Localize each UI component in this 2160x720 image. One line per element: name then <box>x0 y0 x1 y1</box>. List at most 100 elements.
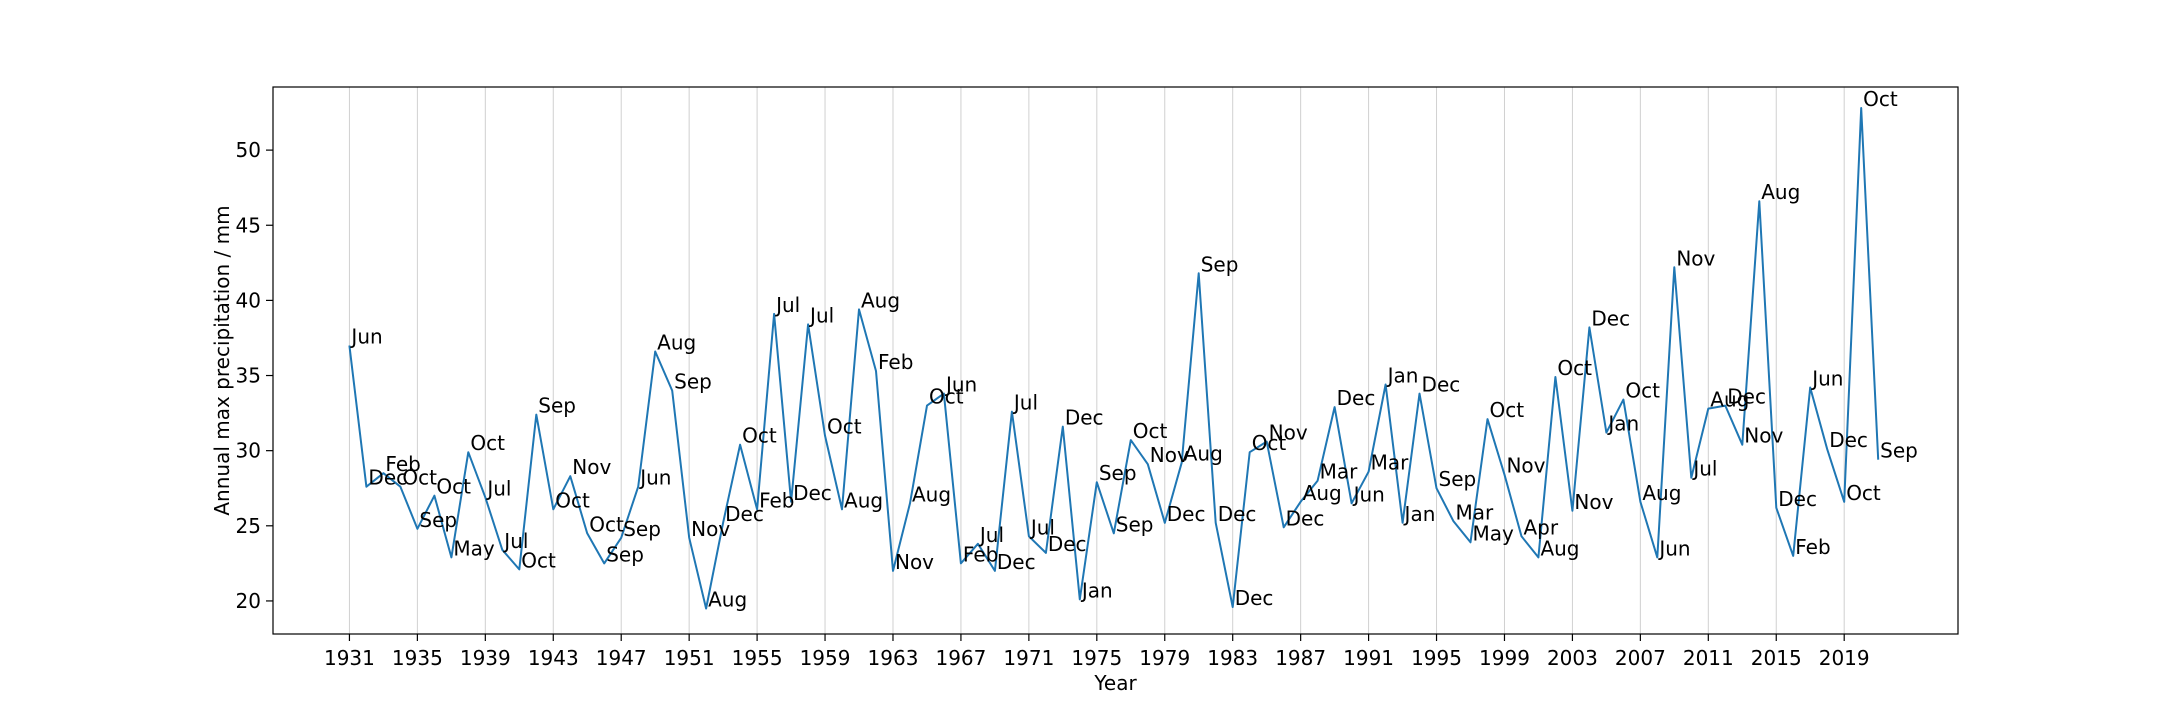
data-point-label: Feb <box>963 542 998 566</box>
x-tick-label: 1955 <box>732 646 783 670</box>
data-point-label: Jun <box>1657 536 1690 560</box>
data-point-label: Dec <box>1591 306 1630 330</box>
data-point-label: Dec <box>1286 506 1325 530</box>
data-point-label: Feb <box>1795 535 1830 559</box>
data-point-label: Oct <box>1557 356 1592 380</box>
data-point-label: Jun <box>944 373 977 397</box>
data-point-label: Jul <box>502 529 528 553</box>
data-point-label: May <box>453 536 495 560</box>
data-point-label: Sep <box>538 394 576 418</box>
data-point-label: Nov <box>1676 246 1715 270</box>
data-point-label: Mar <box>1371 451 1410 475</box>
data-point-label: Feb <box>759 488 794 512</box>
x-tick-label: 1951 <box>664 646 715 670</box>
data-point-label: Sep <box>1201 252 1239 276</box>
x-tick-label: 2019 <box>1819 646 1870 670</box>
data-point-label: Oct <box>402 466 437 490</box>
data-point-label: Dec <box>997 550 1036 574</box>
x-tick-label: 1999 <box>1479 646 1530 670</box>
data-point-label: Dec <box>1048 532 1087 556</box>
data-point-label: Oct <box>827 415 862 439</box>
data-point-label: Jun <box>1810 367 1843 391</box>
y-tick-label: 35 <box>236 364 261 388</box>
x-axis: 1931 1935 1939 1943 1947 1951 1955 1959 1963 1967… <box>324 634 1870 670</box>
y-axis: 20 25 30 35 40 45 50 <box>236 138 273 613</box>
x-tick-label: 1983 <box>1207 646 1258 670</box>
data-point-label: Dec <box>1167 502 1206 526</box>
x-tick-label: 1931 <box>324 646 375 670</box>
point-labels: JunDecFebOctSepOctMayOctJulJulOctSepOctN… <box>349 87 1917 611</box>
data-point-label: Jun <box>638 466 671 490</box>
data-point-label: Oct <box>1625 379 1660 403</box>
y-axis-title: Annual max precipitation / mm <box>210 205 234 515</box>
data-point-label: Nov <box>691 517 730 541</box>
data-point-label: Sep <box>1099 461 1137 485</box>
data-point-label: Oct <box>555 488 590 512</box>
data-point-label: Jul <box>1029 515 1055 539</box>
data-point-label: Jul <box>1691 457 1717 481</box>
data-point-label: Sep <box>1439 467 1477 491</box>
data-point-label: Sep <box>1116 512 1154 536</box>
x-tick-label: 2003 <box>1547 646 1598 670</box>
data-point-label: Dec <box>1065 406 1104 430</box>
data-point-label: Aug <box>1540 536 1579 560</box>
data-point-label: Dec <box>1422 373 1461 397</box>
x-tick-label: 1971 <box>1003 646 1054 670</box>
data-point-label: Jul <box>485 476 511 500</box>
data-point-label: Nov <box>1574 490 1613 514</box>
data-point-label: Dec <box>793 481 832 505</box>
data-point-label: Aug <box>861 288 900 312</box>
data-point-label: Aug <box>844 488 883 512</box>
data-point-label: Nov <box>1744 424 1783 448</box>
data-point-label: Dec <box>1727 385 1766 409</box>
data-point-label: Mar <box>1320 460 1359 484</box>
plot-area-frame <box>272 86 1959 635</box>
data-point-label: Aug <box>708 587 747 611</box>
data-point-label: Dec <box>1829 428 1868 452</box>
data-point-label: Aug <box>1184 442 1223 466</box>
data-point-label: Oct <box>1863 87 1898 111</box>
data-point-label: Oct <box>929 385 964 409</box>
data-point-label: Aug <box>1642 481 1681 505</box>
data-point-label: Sep <box>1880 439 1918 463</box>
x-tick-label: 1995 <box>1411 646 1462 670</box>
x-tick-label: 1947 <box>596 646 647 670</box>
data-point-label: Dec <box>725 502 764 526</box>
data-point-label: Mar <box>1456 500 1495 524</box>
y-tick-label: 45 <box>236 213 261 237</box>
data-point-label: Oct <box>521 548 556 572</box>
x-tick-label: 1987 <box>1275 646 1326 670</box>
data-point-label: Jul <box>978 523 1004 547</box>
x-tick-label: 1979 <box>1139 646 1190 670</box>
data-point-label: Dec <box>1235 586 1274 610</box>
data-point-label: Jan <box>1403 502 1436 526</box>
x-gridlines <box>348 87 1845 634</box>
data-point-label: Aug <box>1761 180 1800 204</box>
x-tick-label: 1943 <box>528 646 579 670</box>
data-point-label: Nov <box>572 455 611 479</box>
data-point-label: Jan <box>1606 412 1639 436</box>
x-tick-label: 1975 <box>1071 646 1122 670</box>
data-point-label: Oct <box>436 475 471 499</box>
data-point-label: Nov <box>1269 421 1308 445</box>
data-point-label: Aug <box>1710 388 1749 412</box>
data-point-label: Feb <box>878 350 913 374</box>
x-tick-label: 2007 <box>1615 646 1666 670</box>
data-point-label: Sep <box>674 370 712 394</box>
x-tick-label: 2015 <box>1751 646 1802 670</box>
data-point-label: Oct <box>1252 431 1287 455</box>
y-tick-label: 30 <box>236 439 261 463</box>
data-point-label: Oct <box>742 424 777 448</box>
data-point-label: Jan <box>1080 578 1113 602</box>
data-point-label: Dec <box>1218 502 1257 526</box>
data-point-label: Jul <box>1012 391 1038 415</box>
x-axis-title: Year <box>1093 671 1137 695</box>
x-tick-label: 1935 <box>392 646 443 670</box>
data-point-label: Oct <box>1489 398 1524 422</box>
x-tick-label: 1939 <box>460 646 511 670</box>
data-point-label: May <box>1473 521 1515 545</box>
data-point-label: Dec <box>368 466 407 490</box>
x-tick-label: 1963 <box>868 646 919 670</box>
data-point-label: Jun <box>1352 482 1385 506</box>
